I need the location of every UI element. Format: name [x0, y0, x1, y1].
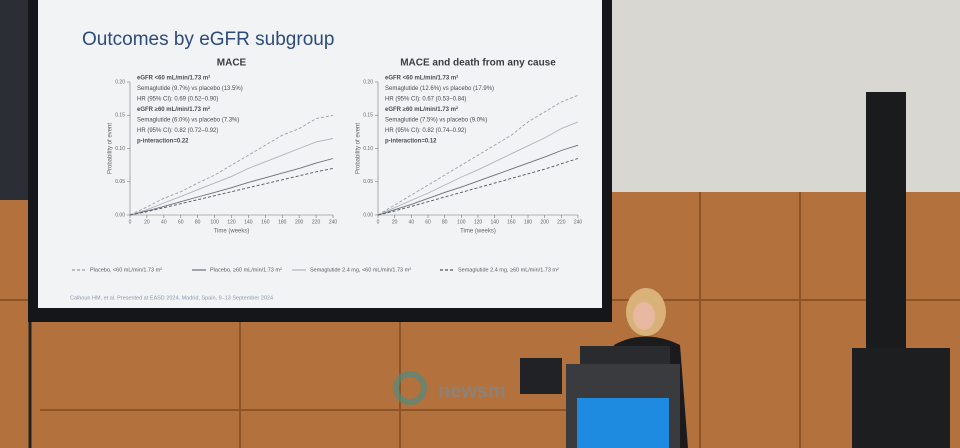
y-tick-label: 0.15 — [363, 113, 373, 119]
x-axis-label: Time (weeks) — [460, 229, 496, 235]
series-line — [377, 144, 579, 216]
loudspeaker — [866, 92, 906, 348]
annotation: p-interaction=0.12 — [385, 139, 437, 145]
legend-label: Semaglutide 2.4 mg, ≥60 mL/min/1.73 m² — [458, 267, 559, 273]
series-line — [129, 114, 334, 216]
x-tick-label: 0 — [129, 219, 132, 225]
x-tick-label: 160 — [261, 219, 270, 225]
annotation: HR (95% CI): 0.67 (0.53–0.84) — [385, 97, 466, 103]
x-tick-label: 120 — [227, 219, 236, 225]
legend-label: Placebo, ≥60 mL/min/1.73 m² — [210, 267, 282, 273]
y-axis-label: Probability of event — [108, 123, 114, 174]
legend-label: Semaglutide 2.4 mg, <60 mL/min/1.73 m² — [310, 267, 411, 273]
footnote: Calhoun HM, et al. Presented at EASD 202… — [70, 295, 273, 301]
annotation: eGFR ≥60 mL/min/1.73 m² — [137, 106, 210, 113]
y-tick-label: 0.10 — [115, 146, 125, 152]
x-tick-label: 200 — [540, 219, 549, 225]
y-tick-label: 0.20 — [363, 79, 373, 85]
x-tick-label: 100 — [457, 219, 466, 225]
annotation: Semaglutide (7.5%) vs placebo (9.0%) — [385, 118, 487, 124]
series-line — [129, 138, 334, 216]
x-tick-label: 120 — [474, 219, 483, 225]
y-tick-label: 0.10 — [363, 146, 373, 152]
x-tick-label: 80 — [442, 219, 448, 225]
annotation: HR (95% CI): 0.82 (0.74–0.92) — [385, 128, 466, 134]
watermark-logo — [393, 371, 427, 405]
x-tick-label: 40 — [161, 219, 167, 225]
annotation: eGFR <60 mL/min/1.73 m² — [385, 75, 458, 82]
x-tick-label: 100 — [210, 219, 219, 225]
x-tick-label: 220 — [312, 219, 321, 225]
x-tick-label: 180 — [524, 219, 533, 225]
series-line — [377, 121, 579, 216]
x-tick-label: 180 — [278, 219, 287, 225]
x-tick-label: 20 — [392, 219, 398, 225]
x-tick-label: 140 — [244, 219, 253, 225]
y-tick-label: 0.20 — [115, 79, 125, 85]
y-axis-label: Probability of event — [356, 123, 362, 174]
annotation: eGFR ≥60 mL/min/1.73 m² — [385, 106, 458, 113]
x-tick-label: 200 — [295, 219, 304, 225]
slide — [38, 0, 602, 308]
series-line — [377, 94, 579, 216]
y-tick-label: 0.15 — [115, 113, 125, 119]
x-tick-label: 240 — [329, 219, 338, 225]
annotation: HR (95% CI): 0.82 (0.72–0.92) — [137, 128, 218, 134]
y-tick-label: 0.05 — [363, 179, 373, 185]
annotation: p-interaction=0.22 — [137, 139, 189, 145]
x-tick-label: 240 — [574, 219, 583, 225]
y-tick-label: 0.00 — [115, 212, 125, 218]
monitor — [520, 358, 562, 394]
series-line — [129, 158, 334, 216]
slide-title: Outcomes by eGFR subgroup — [82, 29, 334, 50]
x-tick-label: 60 — [178, 219, 184, 225]
y-tick-label: 0.00 — [363, 212, 373, 218]
annotation: HR (95% CI): 0.69 (0.52–0.90) — [137, 97, 218, 103]
annotation: eGFR <60 mL/min/1.73 m² — [137, 75, 210, 82]
x-tick-label: 140 — [490, 219, 499, 225]
x-tick-label: 40 — [409, 219, 415, 225]
legend-label: Placebo, <60 mL/min/1.73 m² — [90, 267, 162, 273]
annotation: Semaglutide (6.0%) vs placebo (7.3%) — [137, 118, 239, 124]
x-axis-label: Time (weeks) — [214, 229, 250, 235]
chart-title: MACE and death from any cause — [400, 58, 556, 69]
x-tick-label: 220 — [557, 219, 566, 225]
watermark: newsm — [438, 380, 506, 402]
x-tick-label: 20 — [144, 219, 150, 225]
x-tick-label: 80 — [195, 219, 201, 225]
presenter-face — [633, 302, 655, 330]
series-line — [377, 158, 579, 216]
annotation: Semaglutide (9.7%) vs placebo (13.5%) — [137, 86, 243, 92]
annotation: Semaglutide (12.6%) vs placebo (17.9%) — [385, 86, 494, 92]
x-tick-label: 0 — [377, 219, 380, 225]
x-tick-label: 160 — [507, 219, 516, 225]
y-tick-label: 0.05 — [115, 179, 125, 185]
speaker-box — [852, 348, 950, 448]
x-tick-label: 60 — [425, 219, 431, 225]
chart-title: MACE — [217, 58, 247, 69]
laptop — [580, 346, 670, 366]
podium-screen — [577, 398, 669, 448]
